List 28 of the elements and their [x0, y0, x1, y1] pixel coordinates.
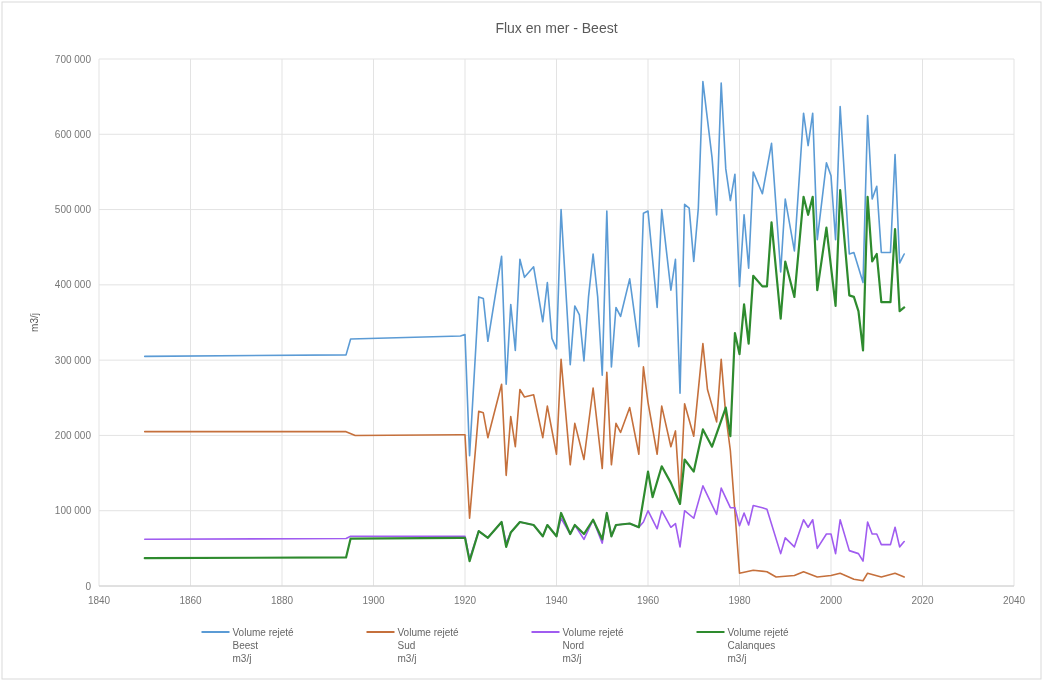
line-series — [143, 188, 906, 563]
y-tick-label: 500 000 — [54, 204, 92, 216]
line-series — [143, 80, 905, 457]
x-tick-label: 1940 — [545, 595, 569, 606]
x-tick-label: 1980 — [728, 595, 752, 606]
y-tick-label: 0 — [85, 580, 92, 592]
y-tick-label: 200 000 — [54, 429, 92, 441]
chart-title: Flux en mer - Beest — [495, 20, 618, 36]
x-tick-label: 1880 — [270, 595, 294, 606]
x-tick-label: 1900 — [362, 595, 386, 606]
line-series — [143, 342, 905, 582]
legend-label: Volume rejeté Sud m3/j — [397, 626, 460, 664]
x-tick-label: 2000 — [819, 595, 843, 606]
y-axis-title: m3/j — [29, 313, 40, 332]
y-tick-label: 400 000 — [54, 279, 92, 291]
x-tick-label: 1920 — [453, 595, 477, 606]
x-tick-label: 2020 — [911, 595, 935, 606]
y-tick-label: 300 000 — [54, 354, 92, 366]
legend-label: Volume rejeté Calanques m3/j — [727, 626, 790, 664]
legend-label: Volume rejeté Nord m3/j — [562, 626, 625, 664]
x-tick-label: 1840 — [87, 595, 111, 606]
legend-label: Volume rejeté Beest m3/j — [232, 626, 295, 664]
x-tick-label: 1860 — [179, 595, 203, 606]
y-tick-label: 600 000 — [54, 128, 92, 140]
x-tick-label: 1960 — [636, 595, 660, 606]
y-tick-label: 100 000 — [54, 505, 92, 517]
x-tick-label: 2040 — [1002, 595, 1026, 606]
y-tick-label: 700 000 — [54, 53, 92, 65]
